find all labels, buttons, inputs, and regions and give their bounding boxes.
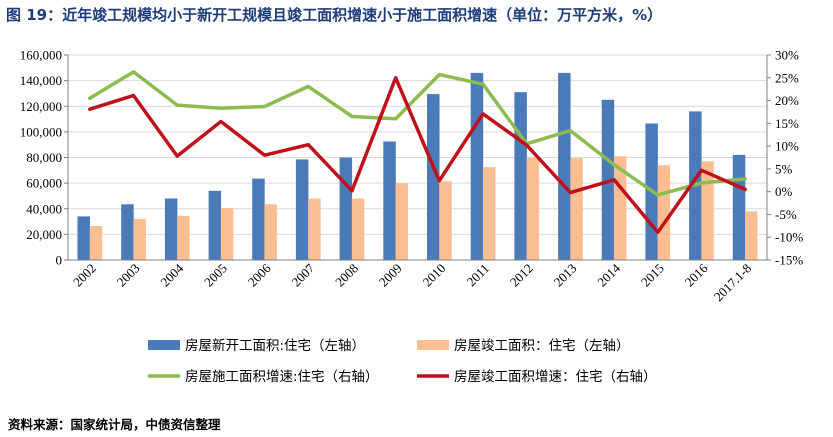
category-label: 2012 xyxy=(507,261,536,290)
axes: 0 20,000 40,000 60,000 80,000 100,000 120,000 1… xyxy=(20,48,804,305)
bar-new-start xyxy=(470,72,484,261)
category-label: 2008 xyxy=(332,261,361,290)
bar-completed xyxy=(133,219,146,260)
legend-label: 房屋新开工面积:住宅（左轴） xyxy=(185,338,365,354)
category-label: 2010 xyxy=(419,261,448,290)
left-tick-label: 120,000 xyxy=(20,99,62,114)
category-label: 2002 xyxy=(70,261,99,290)
line-completed-growth xyxy=(88,76,747,234)
bar-completed xyxy=(570,158,583,260)
category-label: 2015 xyxy=(638,261,667,290)
legend: 房屋新开工面积:住宅（左轴） 房屋竣工面积：住宅（左轴） 房屋施工面积增速:住宅（右… xyxy=(148,338,657,385)
category-label: 2003 xyxy=(114,261,143,290)
left-tick-label: 160,000 xyxy=(20,48,62,63)
legend-construction-growth: 房屋施工面积增速:住宅（右轴） xyxy=(148,369,379,385)
bar-series xyxy=(77,72,758,261)
right-tick-label: 25% xyxy=(775,70,799,85)
category-label: 2016 xyxy=(682,260,711,289)
right-tick-label: -5% xyxy=(775,207,797,222)
source-note: 资料来源：国家统计局，中债资信整理 xyxy=(8,417,221,432)
legend-swatch xyxy=(417,340,449,350)
category-label: 2011 xyxy=(463,261,492,290)
bar-new-start xyxy=(558,72,571,261)
left-tick-label: 80,000 xyxy=(26,150,62,165)
bar-completed xyxy=(177,215,190,260)
bar-new-start xyxy=(164,198,178,260)
bar-completed xyxy=(395,183,408,260)
legend-new-start: 房屋新开工面积:住宅（左轴） xyxy=(148,338,365,354)
right-tick-label: 30% xyxy=(775,48,799,63)
bar-completed xyxy=(745,211,758,260)
left-tick-label: 60,000 xyxy=(26,176,62,191)
legend-completed-growth: 房屋竣工面积增速：住宅（右轴） xyxy=(417,369,657,385)
bar-new-start xyxy=(732,154,746,260)
bar-new-start xyxy=(295,159,309,260)
category-label: 2007 xyxy=(288,260,317,289)
bar-new-start xyxy=(514,92,527,260)
left-tick-label: 100,000 xyxy=(20,124,62,139)
bar-completed xyxy=(439,181,452,260)
bar-completed xyxy=(526,157,540,260)
bar-new-start xyxy=(77,216,90,260)
bar-new-start xyxy=(339,157,353,260)
bar-new-start xyxy=(383,141,396,260)
bar-new-start xyxy=(121,204,134,260)
category-label: 2013 xyxy=(551,261,580,290)
category-label: 2017.1-8 xyxy=(711,261,755,305)
bar-completed xyxy=(89,226,103,260)
right-tick-label: 5% xyxy=(775,161,793,176)
category-label: 2005 xyxy=(201,261,230,290)
left-tick-label: 40,000 xyxy=(26,201,62,216)
bar-completed xyxy=(482,167,496,260)
legend-swatch xyxy=(148,340,180,350)
bar-completed xyxy=(351,198,365,260)
chart-title: 图 19：近年竣工规模均小于新开工规模且竣工面积增速小于施工面积增速（单位：万平… xyxy=(6,6,663,24)
left-tick-label: 140,000 xyxy=(20,73,62,88)
bar-completed xyxy=(701,161,714,260)
left-tick-label: 20,000 xyxy=(26,227,62,242)
right-tick-label: 0% xyxy=(775,184,793,199)
category-label: 2006 xyxy=(245,260,274,289)
category-label: 2014 xyxy=(594,260,623,289)
legend-label: 房屋竣工面积增速：住宅（右轴） xyxy=(454,369,657,385)
category-label: 2004 xyxy=(157,260,186,289)
bar-completed xyxy=(264,204,277,260)
right-tick-label: 15% xyxy=(775,116,799,131)
bar-new-start xyxy=(208,190,222,260)
bar-completed xyxy=(657,165,671,260)
line-construction-growth xyxy=(88,70,747,197)
category-label: 2009 xyxy=(376,261,405,290)
bar-new-start xyxy=(427,94,440,260)
right-tick-label: 20% xyxy=(775,93,799,108)
right-tick-label: -15% xyxy=(775,253,803,268)
bar-new-start xyxy=(252,178,265,260)
left-tick-label: 0 xyxy=(56,253,63,268)
legend-label: 房屋竣工面积：住宅（左轴） xyxy=(454,338,630,354)
right-tick-label: 10% xyxy=(775,139,799,154)
line-series xyxy=(88,70,747,234)
right-tick-label: -10% xyxy=(775,230,803,245)
legend-completed: 房屋竣工面积：住宅（左轴） xyxy=(417,338,630,354)
bar-completed xyxy=(308,198,321,260)
bar-completed xyxy=(220,208,234,260)
legend-label: 房屋施工面积增速:住宅（右轴） xyxy=(185,369,379,385)
